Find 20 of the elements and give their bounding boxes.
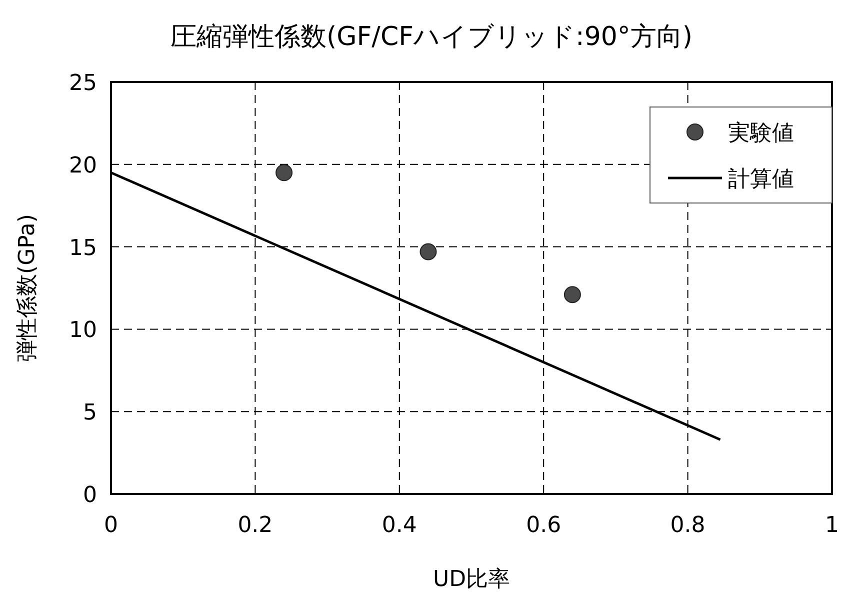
x-tick-label: 0.2 [238, 513, 273, 538]
x-tick-label: 0.6 [526, 513, 562, 538]
point [420, 243, 437, 260]
x-axis-title: UD比率 [432, 567, 510, 592]
y-tick-label: 25 [69, 71, 97, 96]
legend-label: 実験値 [728, 121, 794, 146]
point [276, 164, 293, 182]
legend-label: 計算値 [728, 167, 794, 192]
x-tick-label: 0.8 [670, 513, 706, 538]
y-tick-label: 0 [83, 483, 97, 508]
x-tick-label: 0 [104, 513, 118, 538]
y-tick-label: 5 [83, 400, 97, 426]
y-tick-label: 20 [69, 153, 97, 178]
y-axis-title: 弾性係数(GPa) [15, 214, 40, 362]
x-tick-label: 0.4 [382, 513, 417, 538]
x-tick-label: 1 [825, 513, 839, 538]
chart-title: 圧縮弾性係数(GF/CFハイブリッド:90°方向) [170, 22, 693, 52]
y-tick-label: 15 [69, 236, 97, 261]
y-tick-label: 10 [69, 318, 97, 344]
point [564, 286, 581, 304]
